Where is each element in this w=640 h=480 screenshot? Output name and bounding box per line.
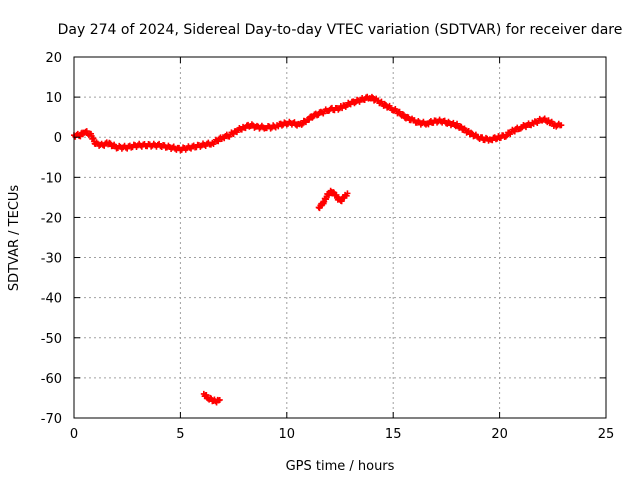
x-tick-label: 10 (279, 427, 296, 442)
y-tick-label: -30 (41, 252, 62, 267)
x-tick-label: 15 (385, 427, 402, 442)
data-points (71, 93, 565, 406)
y-tick-label: -50 (41, 332, 62, 347)
y-tick-label: 10 (45, 91, 62, 106)
data-point (400, 111, 407, 118)
y-tick-label: -60 (41, 372, 62, 387)
data-point (203, 391, 210, 398)
chart-title: Day 274 of 2024, Sidereal Day-to-day VTE… (58, 22, 623, 38)
y-axis-label: SDTVAR / TECUs (7, 185, 22, 292)
x-tick-label: 0 (70, 427, 78, 442)
data-point (338, 198, 345, 205)
data-point (344, 190, 351, 197)
y-tick-label: 0 (54, 131, 62, 146)
grid-lines (74, 57, 606, 418)
y-tick-label: -20 (41, 211, 62, 226)
y-tick-label: -10 (41, 171, 62, 186)
data-point (306, 116, 313, 123)
plot-frame (73, 56, 607, 419)
data-point (458, 123, 465, 130)
axis-ticks: 0 5 10 15 20 25 -70 -60 -50 -40 -30 -20 -10 0 10 20 (41, 51, 615, 442)
x-tick-label: 20 (491, 427, 508, 442)
y-tick-label: -40 (41, 292, 62, 307)
x-axis-label: GPS time / hours (286, 459, 395, 474)
data-point (558, 122, 565, 129)
data-point (215, 138, 222, 145)
x-tick-label: 25 (598, 427, 615, 442)
y-tick-label: -70 (41, 412, 62, 427)
x-tick-label: 5 (176, 427, 184, 442)
y-tick-label: 20 (45, 51, 62, 66)
data-point (216, 396, 223, 403)
